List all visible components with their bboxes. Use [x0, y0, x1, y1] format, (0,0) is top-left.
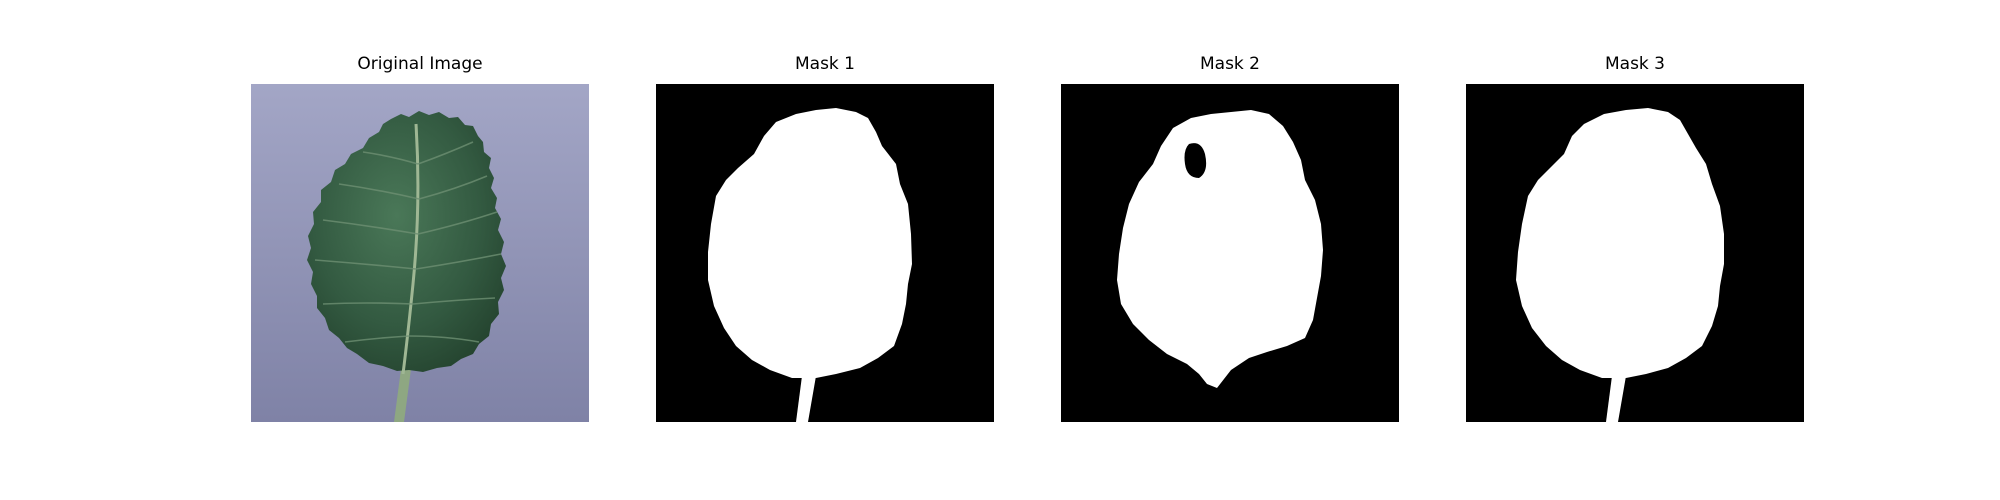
- mask-3-panel: Mask 3: [1466, 54, 1804, 422]
- mask-1-image: [656, 84, 994, 422]
- mask-3-title: Mask 3: [1604, 54, 1665, 74]
- mask-2-image: [1061, 84, 1399, 422]
- mask-3-shape: [1516, 108, 1724, 378]
- leaf-blade: [307, 111, 506, 372]
- leaf-photo: [251, 84, 589, 422]
- mask-2-panel: Mask 2: [1061, 54, 1399, 422]
- original-image-title: Original Image: [357, 54, 483, 74]
- mask-1-title: Mask 1: [794, 54, 855, 74]
- mask-1-panel: Mask 1: [656, 54, 994, 422]
- mask-2-shape: [1117, 110, 1323, 388]
- mask-1-shape: [708, 108, 912, 378]
- mask-3-image: [1466, 84, 1804, 422]
- original-image-panel: Original Image: [251, 54, 589, 422]
- mask-2-title: Mask 2: [1199, 54, 1260, 74]
